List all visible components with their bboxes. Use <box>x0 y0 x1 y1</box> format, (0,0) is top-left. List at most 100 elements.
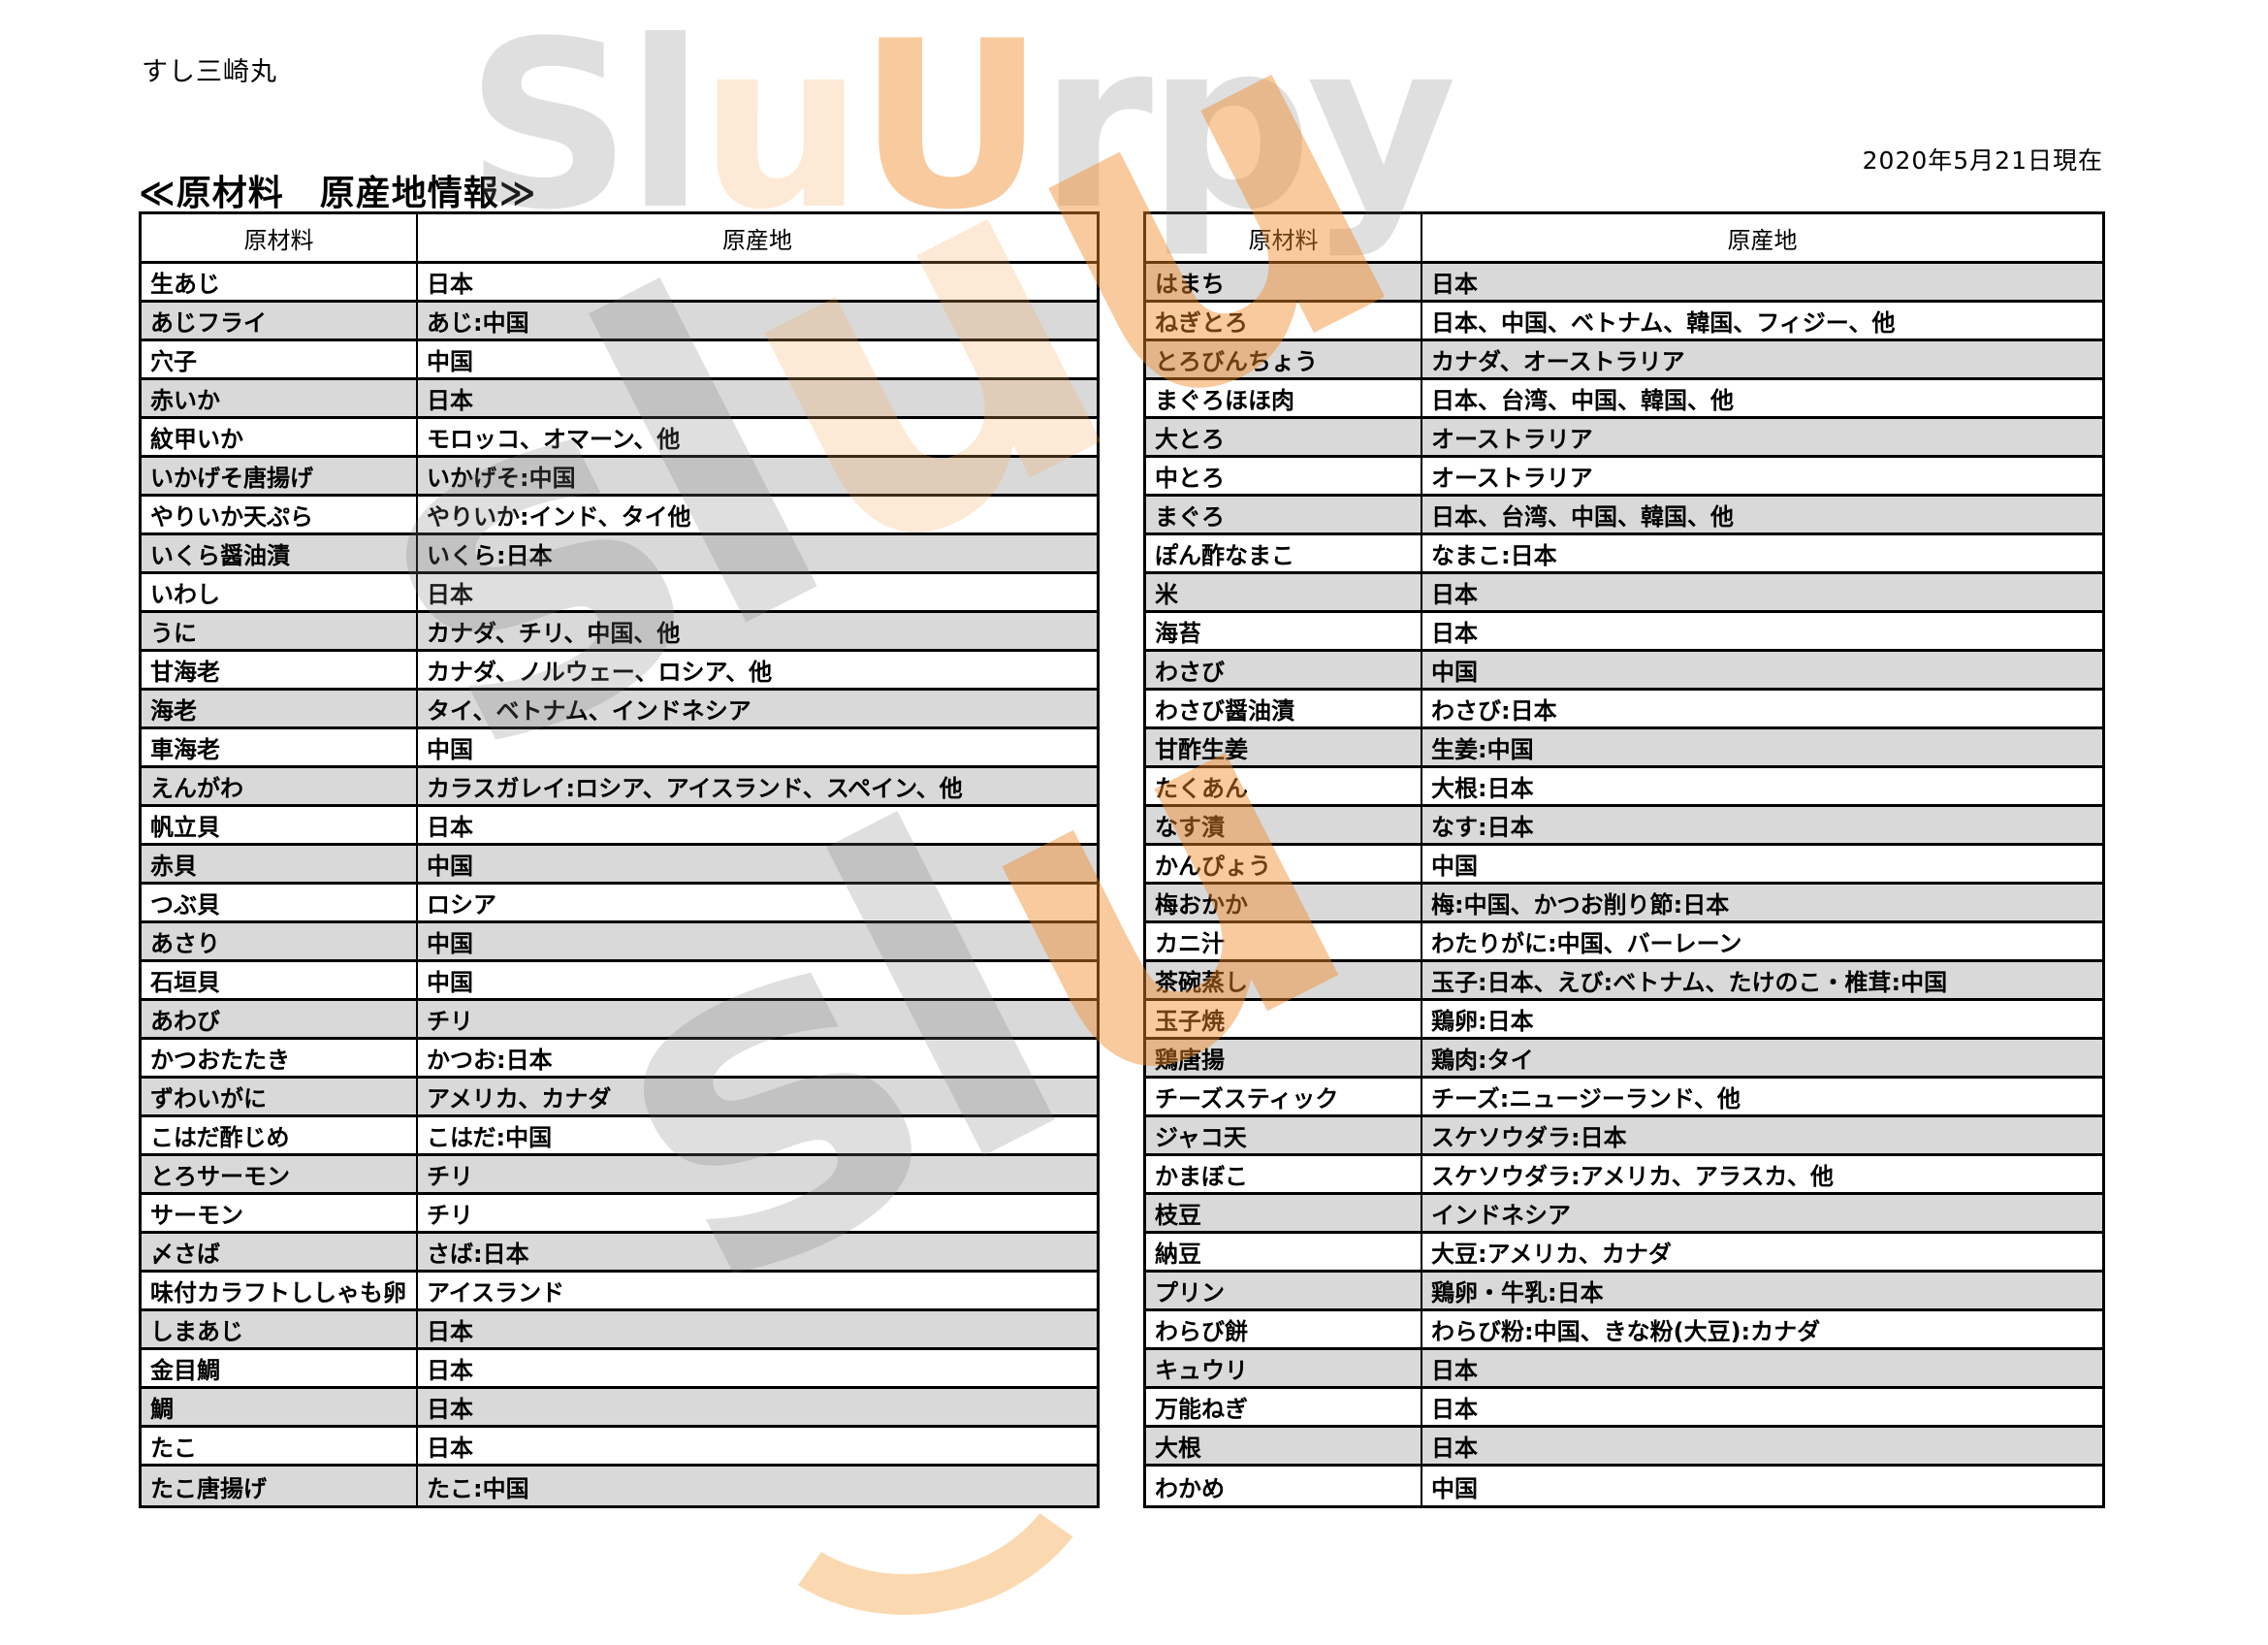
table-row: 赤貝 中国 <box>142 846 1097 885</box>
origin-cell: 鶏肉:タイ <box>1431 1047 1534 1074</box>
table-row: ジャコ天 スケソウダラ:日本 <box>1146 1117 2102 1156</box>
table-row: 大とろ オーストラリア <box>1146 419 2102 458</box>
table-row: 米日本 <box>1146 574 2102 613</box>
ingredient-cell: つぶ貝 <box>142 885 418 920</box>
ingredient-cell: 大根 <box>1146 1428 1422 1464</box>
table-row: 大根 日本 <box>1146 1428 2102 1467</box>
ingredient-cell: 生あじ <box>142 264 418 300</box>
origin-cell: アイスランド <box>427 1279 565 1306</box>
origin-cell: インドネシア <box>1431 1202 1571 1229</box>
origin-cell: 日本、中国、ベトナム、韓国、フィジー、他 <box>1431 309 1896 337</box>
origin-cell: チリ <box>427 1008 473 1035</box>
origin-cell: 生姜:中国 <box>1431 736 1534 763</box>
origin-cell: 日本 <box>1431 581 1478 608</box>
ingredient-cell: わさび <box>1146 652 1422 688</box>
table-row: たくあん 大根:日本 <box>1146 768 2102 807</box>
table-row: 穴子 中国 <box>142 341 1097 380</box>
origin-cell: たこ:中国 <box>427 1474 529 1502</box>
table-row: カニ汁 わたりがに:中国、バーレーン <box>1146 923 2102 962</box>
ingredient-cell: かつおたたき <box>142 1040 418 1076</box>
table-row: 納豆 大豆:アメリカ、カナダ <box>1146 1234 2102 1273</box>
origin-cell: チーズ:ニュージーランド、他 <box>1431 1085 1741 1113</box>
column-header-ingredient: 原材料 <box>1146 214 1422 261</box>
ingredient-cell: 茶碗蒸し <box>1146 962 1422 998</box>
origin-info-document: { "page": { "brand": "すし三崎丸", "date": "2… <box>139 0 2105 1645</box>
ingredient-cell: 石垣貝 <box>142 962 418 998</box>
table-row: とろサーモン チリ <box>142 1156 1097 1195</box>
table-row: うに カナダ、チリ、中国、他 <box>142 613 1097 652</box>
origin-cell: 大根:日本 <box>1431 775 1534 802</box>
origin-cell: タイ、ベトナム、インドネシア <box>427 697 751 725</box>
ingredient-cell: ぽん酢なまこ <box>1146 535 1422 571</box>
sluurpy-watermark: SluUrpy <box>465 12 1457 242</box>
ingredient-cell: やりいか天ぷら <box>142 497 418 532</box>
ingredient-cell: カニ汁 <box>1146 923 1422 959</box>
ingredient-cell: なす漬 <box>1146 807 1422 843</box>
table-row: 金目鯛 日本 <box>142 1350 1097 1389</box>
table-row: 鯛日本 <box>142 1389 1097 1428</box>
origin-cell: わらび粉:中国、きな粉(大豆):カナダ <box>1431 1318 1821 1345</box>
origin-cell: さば:日本 <box>427 1241 529 1268</box>
ingredient-cell: 大とろ <box>1146 419 1422 455</box>
origin-cell: こはだ:中国 <box>427 1124 553 1151</box>
ingredient-cell: 赤いか <box>142 380 418 416</box>
table-row: 帆立貝 日本 <box>142 807 1097 846</box>
column-header-origin: 原産地 <box>1727 226 1798 254</box>
origin-cell: 日本 <box>427 1357 473 1384</box>
table-row: 車海老 中国 <box>142 729 1097 768</box>
page-title: ≪原材料 原産地情報≫ <box>139 174 537 213</box>
origin-cell: カナダ、オーストラリア <box>1431 348 1685 375</box>
origin-cell: チリ <box>427 1202 473 1229</box>
origin-cell: 日本 <box>427 1318 473 1345</box>
table-row: かつおたたき かつお:日本 <box>142 1040 1097 1079</box>
ingredient-cell: いくら醤油漬 <box>142 535 418 571</box>
origin-cell: いくら:日本 <box>427 542 553 569</box>
ingredient-cell: たこ <box>142 1428 418 1464</box>
ingredient-cell: 車海老 <box>142 729 418 765</box>
restaurant-name: すし三崎丸 <box>142 57 277 87</box>
table-row: わさび 中国 <box>1146 652 2102 691</box>
table-row: つぶ貝 ロシア <box>142 885 1097 923</box>
origin-cell: 鶏卵・牛乳:日本 <box>1431 1279 1604 1306</box>
ingredient-cell: 玉子焼 <box>1146 1001 1422 1037</box>
ingredient-cell: 枝豆 <box>1146 1195 1422 1231</box>
origin-cell: 日本、台湾、中国、韓国、他 <box>1431 387 1734 414</box>
ingredient-cell: はまち <box>1146 264 1422 300</box>
ingredient-cell: 海苔 <box>1146 613 1422 649</box>
ingredient-cell: 鶏唐揚 <box>1146 1040 1422 1076</box>
table-row: 中とろ オーストラリア <box>1146 458 2102 497</box>
ingredient-cell: えんがわ <box>142 768 418 804</box>
origin-cell: 日本 <box>1431 271 1478 298</box>
table-row: いかげそ唐揚げ いかげそ:中国 <box>142 458 1097 497</box>
origin-cell: いかげそ:中国 <box>427 465 576 492</box>
ingredient-cell: とろサーモン <box>142 1156 418 1192</box>
table-row: 味付カラフトししゃも卵 アイスランド <box>142 1273 1097 1311</box>
ingredient-cell: わさび醤油漬 <box>1146 691 1422 726</box>
origin-cell: あじ:中国 <box>427 309 529 337</box>
table-row: まぐろほほ肉 日本、台湾、中国、韓国、他 <box>1146 380 2102 419</box>
table-row: 海老 タイ、ベトナム、インドネシア <box>142 691 1097 729</box>
ingredient-cell: あわび <box>142 1001 418 1037</box>
ingredient-cell: ずわいがに <box>142 1079 418 1114</box>
origin-cell: スケソウダラ:アメリカ、アラスカ、他 <box>1431 1163 1834 1190</box>
ingredient-cell: あさり <box>142 923 418 959</box>
table-row: プリン 鶏卵・牛乳:日本 <box>1146 1273 2102 1311</box>
table-row: しまあじ 日本 <box>142 1311 1097 1350</box>
origin-cell: なまこ:日本 <box>1431 542 1557 569</box>
table-row: あわび チリ <box>142 1001 1097 1040</box>
ingredient-cell: ねぎとろ <box>1146 303 1422 339</box>
table-row: まぐろ 日本、台湾、中国、韓国、他 <box>1146 497 2102 535</box>
origin-cell: 中国 <box>427 969 473 996</box>
ingredient-cell: こはだ酢じめ <box>142 1117 418 1153</box>
ingredient-cell: うに <box>142 613 418 649</box>
origin-cell: 日本 <box>1431 1435 1478 1462</box>
origin-cell: モロッコ、オマーン、他 <box>427 426 681 453</box>
table-row: 紋甲いか モロッコ、オマーン、他 <box>142 419 1097 458</box>
table-header: 原材料 原産地 <box>1146 214 2102 264</box>
origin-cell: アメリカ、カナダ <box>427 1085 612 1113</box>
ingredient-cell: 梅おかか <box>1146 885 1422 920</box>
ingredient-cell: サーモン <box>142 1195 418 1231</box>
table-row: 梅おかか 梅:中国、かつお削り節:日本 <box>1146 885 2102 923</box>
table-row: こはだ酢じめ こはだ:中国 <box>142 1117 1097 1156</box>
origin-cell: 玉子:日本、えび:ベトナム、たけのこ・椎茸:中国 <box>1431 969 1948 996</box>
